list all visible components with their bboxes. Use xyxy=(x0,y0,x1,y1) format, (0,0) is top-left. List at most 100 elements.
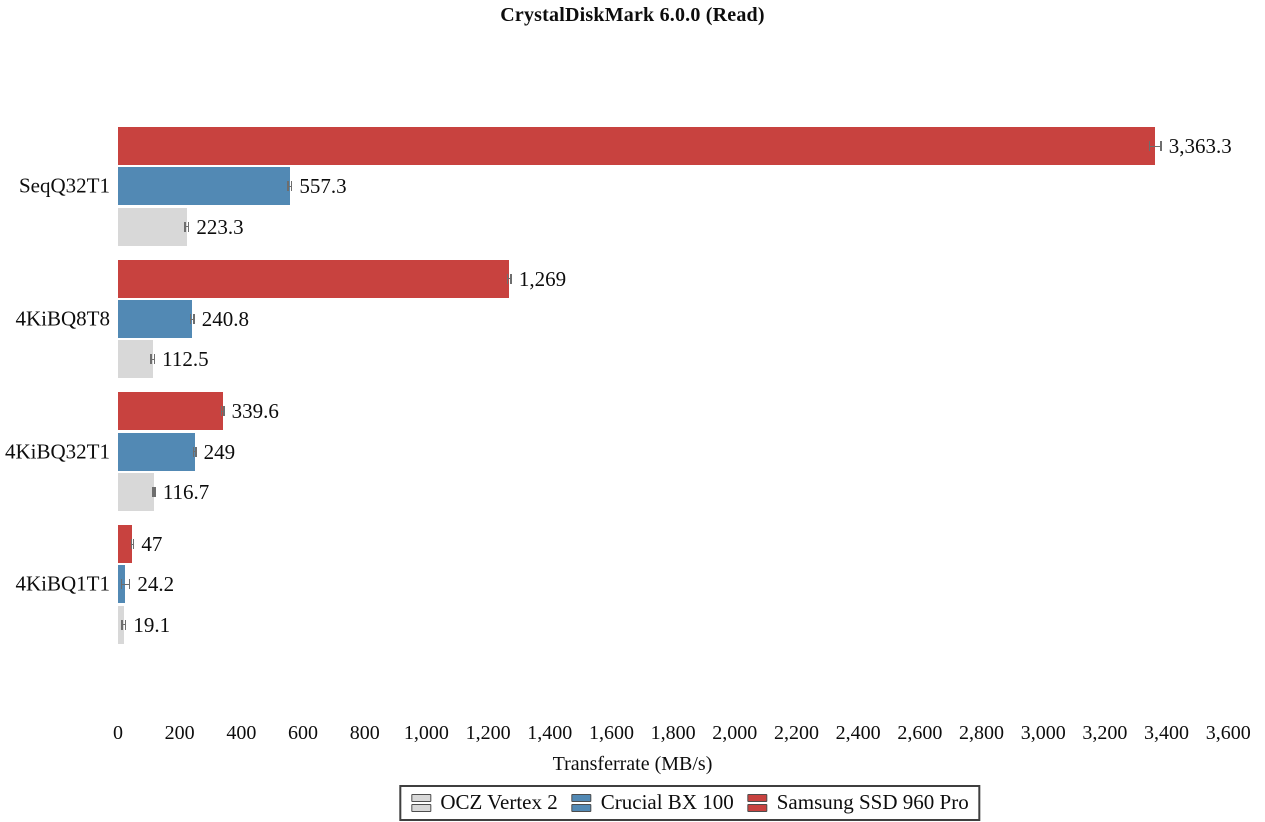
error-bar-cap xyxy=(130,539,133,550)
error-bar-cap xyxy=(193,314,195,324)
bar-value-label: 240.8 xyxy=(201,307,249,331)
bar xyxy=(118,259,510,298)
error-bar xyxy=(1148,141,1162,151)
error-bar-line xyxy=(220,410,225,412)
error-bar xyxy=(192,446,197,457)
bar xyxy=(118,300,193,338)
x-tick-label: 1,800 xyxy=(650,722,696,744)
error-bar-cap xyxy=(124,619,127,630)
legend: OCZ Vertex 2 Crucial BX 100 Samsung SSD 96… xyxy=(399,785,981,821)
x-tick-label: 1,000 xyxy=(403,722,449,744)
x-tick-label: 2,000 xyxy=(712,722,758,744)
legend-swatch-bar xyxy=(747,793,768,802)
legend-swatch-bar xyxy=(411,803,432,812)
error-bar xyxy=(184,221,190,232)
error-bar-line xyxy=(150,358,156,360)
x-tick-label: 2,800 xyxy=(959,722,1005,744)
bar-value-label: 19.1 xyxy=(133,612,171,637)
error-bar-line xyxy=(192,451,197,453)
bar-value-label: 116.7 xyxy=(162,480,210,504)
bar-value-label: 1,269 xyxy=(518,266,567,291)
category-label: 4KiBQ8T8 xyxy=(15,306,111,331)
error-bar-line xyxy=(121,624,127,626)
bar-value-label: 3,363.3 xyxy=(1168,134,1232,158)
x-tick-label: 3,200 xyxy=(1082,722,1128,744)
error-bar-cap xyxy=(150,354,152,365)
bar-value-label: 47 xyxy=(141,532,163,557)
error-bar-line xyxy=(130,543,135,545)
error-bar-cap xyxy=(184,221,186,232)
x-tick-label: 3,000 xyxy=(1020,722,1066,744)
error-bar-cap xyxy=(506,273,509,284)
legend-item: Samsung SSD 960 Pro xyxy=(747,790,969,815)
error-bar xyxy=(121,619,127,630)
error-bar-cap xyxy=(152,487,154,497)
x-tick-label: 3,600 xyxy=(1205,722,1251,744)
legend-swatch-bar xyxy=(411,793,432,802)
bar xyxy=(118,340,153,379)
x-tick-label: 1,400 xyxy=(527,722,573,744)
error-bar-cap xyxy=(287,181,289,192)
error-bar-cap xyxy=(128,579,131,590)
error-bar-line xyxy=(1148,145,1162,147)
bar xyxy=(118,127,1156,165)
x-tick-label: 600 xyxy=(288,722,319,744)
x-tick-label: 400 xyxy=(226,722,257,744)
category-label: 4KiBQ32T1 xyxy=(5,439,110,464)
error-bar xyxy=(152,487,156,497)
x-tick-label: 0 xyxy=(113,722,123,744)
x-tick-label: 800 xyxy=(349,722,380,744)
x-tick-label: 1,200 xyxy=(465,722,511,744)
error-bar xyxy=(287,181,293,192)
x-tick-label: 200 xyxy=(164,722,195,744)
bar-value-label: 223.3 xyxy=(196,214,244,239)
x-tick-label: 1,600 xyxy=(588,722,634,744)
error-bar-cap xyxy=(195,446,197,457)
error-bar xyxy=(506,273,512,284)
bar-value-label: 112.5 xyxy=(162,347,209,372)
legend-swatch-bar xyxy=(571,793,592,802)
error-bar-cap xyxy=(1148,141,1151,151)
error-bar xyxy=(130,539,135,550)
ocz-vertex-2-swatch-icon xyxy=(411,793,432,812)
legend-item: OCZ Vertex 2 xyxy=(411,790,558,815)
bar xyxy=(118,392,223,431)
error-bar-cap xyxy=(121,619,123,630)
bar xyxy=(118,473,154,511)
error-bar-line xyxy=(184,226,190,228)
error-bar-cap xyxy=(510,273,512,284)
legend-swatch-bar xyxy=(747,803,768,812)
samsung-ssd-960-pro-swatch-icon xyxy=(747,793,768,812)
error-bar-line xyxy=(152,491,156,493)
error-bar-line xyxy=(120,583,131,585)
error-bar-cap xyxy=(290,181,293,192)
x-tick-label: 2,400 xyxy=(835,722,881,744)
error-bar-cap xyxy=(192,446,195,457)
legend-label: OCZ Vertex 2 xyxy=(440,790,558,814)
error-bar-cap xyxy=(220,406,223,417)
bar-value-label: 249 xyxy=(203,439,236,464)
error-bar-line xyxy=(506,278,512,280)
error-bar-cap xyxy=(223,406,225,417)
error-bar-cap xyxy=(120,579,123,590)
error-bar xyxy=(120,579,131,590)
error-bar-line xyxy=(189,318,195,320)
bar xyxy=(118,605,124,644)
x-tick-label: 3,400 xyxy=(1144,722,1190,744)
category-label: SeqQ32T1 xyxy=(19,173,110,198)
bar-value-label: 557.3 xyxy=(299,174,347,199)
legend-item: Crucial BX 100 xyxy=(571,790,734,815)
x-tick-label: 2,200 xyxy=(773,722,819,744)
bar xyxy=(118,432,195,471)
legend-swatch-bar xyxy=(571,803,592,812)
x-axis-label: Transferrate (MB/s) xyxy=(552,753,713,775)
bar xyxy=(118,525,133,564)
crucial-bx-100-swatch-icon xyxy=(571,793,592,812)
error-bar xyxy=(189,314,195,324)
error-bar-cap xyxy=(132,539,135,550)
error-bar-line xyxy=(287,185,293,187)
bar-value-label: 24.2 xyxy=(137,572,175,597)
legend-label: Crucial BX 100 xyxy=(600,790,734,814)
chart-title: CrystalDiskMark 6.0.0 (Read) xyxy=(500,4,765,26)
